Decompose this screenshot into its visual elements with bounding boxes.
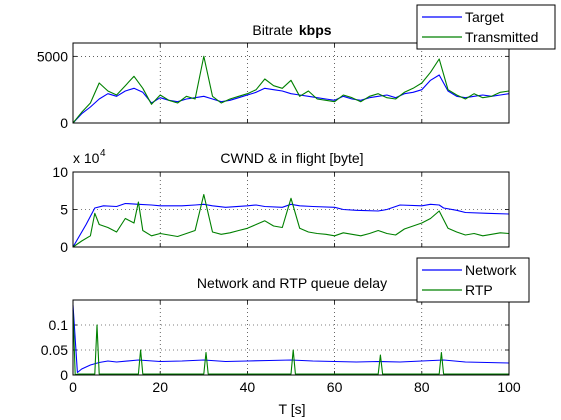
series-line-series-2 xyxy=(72,193,510,248)
title-unit: kbps xyxy=(299,22,332,38)
legend-box xyxy=(416,4,556,50)
series-line-target xyxy=(72,74,510,124)
axes-box xyxy=(72,171,510,248)
plot-area xyxy=(73,300,509,375)
y-tick-label: 0.05 xyxy=(41,342,68,358)
x-tick-label: 0 xyxy=(69,379,77,395)
subplot-1: 0 5000 Bitrate kbps Target Transmitted xyxy=(37,4,556,131)
subplot-title: Bitrate kbps xyxy=(252,22,331,38)
y-tick-label: 10 xyxy=(52,164,68,180)
y-tick-label: 0.1 xyxy=(49,317,69,333)
x-axis-label: T [s] xyxy=(279,401,306,417)
legend-label-rtp: RTP xyxy=(465,282,493,298)
subplot-2: 0 5 10 CWND & in flight [byte] x 10 4 xyxy=(52,148,510,255)
x-tick-label: 20 xyxy=(152,379,168,395)
legend-label-transmitted: Transmitted xyxy=(465,29,538,45)
subplot-title: CWND & in flight [byte] xyxy=(220,150,363,166)
y-tick-label: 5000 xyxy=(37,48,68,64)
y-tick-label: 0 xyxy=(60,115,68,131)
subplot-3: 0 0.05 0.1 Network and RTP queue delay 0 20 40… xyxy=(41,257,530,395)
axes-box xyxy=(72,42,510,124)
y-exponent-label: x 10 xyxy=(73,150,100,166)
series-line-transmitted xyxy=(72,55,510,124)
series-line-rtp xyxy=(72,309,509,376)
x-tick-label: 100 xyxy=(497,379,521,395)
x-tick-label: 40 xyxy=(240,379,256,395)
legend-label-target: Target xyxy=(465,9,504,25)
legend-box xyxy=(416,257,530,303)
legend-label-network: Network xyxy=(465,262,517,278)
y-tick-label: 5 xyxy=(60,202,68,218)
series-line-series-1 xyxy=(72,202,510,248)
legend: Network RTP xyxy=(416,257,530,303)
axes-box xyxy=(72,299,510,376)
y-tick-label: 0 xyxy=(60,239,68,255)
x-tick-label: 60 xyxy=(327,379,343,395)
subplot-title: Network and RTP queue delay xyxy=(197,275,387,291)
plot-area xyxy=(73,172,509,247)
legend: Target Transmitted xyxy=(416,4,556,50)
x-tick-label: 80 xyxy=(414,379,430,395)
plots: 0 5000 Bitrate kbps Target Transmitted 0 5 10 CWN… xyxy=(37,4,556,395)
y-tick-label: 0 xyxy=(60,367,68,383)
y-exponent-power: 4 xyxy=(100,148,106,159)
